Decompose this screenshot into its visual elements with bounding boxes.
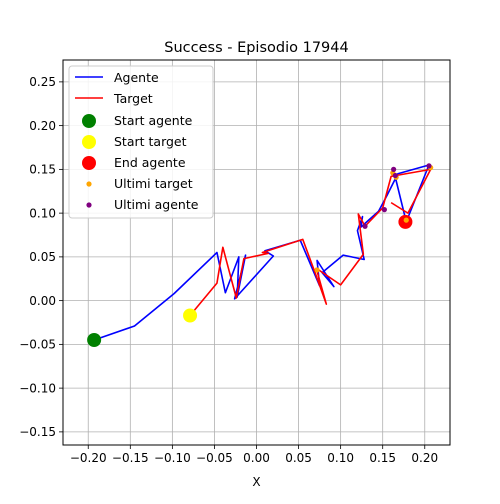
x-tick-label-5: 0.05 (285, 451, 312, 465)
legend-label-target: Target (113, 91, 153, 106)
y-tick-label-1: −0.10 (19, 381, 56, 395)
point-ultimi-agente-0 (392, 172, 398, 179)
point-ultimi-target-0 (403, 217, 409, 223)
x-tick-label-2: −0.10 (154, 451, 191, 465)
x-tick-label-4: 0.00 (243, 451, 270, 465)
point-ultimi-agente-1 (391, 166, 397, 172)
y-tick-label-3: 0.00 (29, 294, 56, 308)
y-tick-label-5: 0.10 (29, 206, 56, 220)
legend-swatch-end-agente (82, 156, 96, 170)
legend-label-agente: Agente (114, 70, 159, 85)
legend-label-start-target: Start target (114, 134, 187, 149)
legend-swatch-ultimi-target (86, 181, 92, 187)
y-tick-label-2: −0.05 (19, 338, 56, 352)
x-tick-label-1: −0.15 (112, 451, 149, 465)
legend: Agente Target Start agente Start target … (68, 65, 214, 219)
x-tick-label-6: 0.10 (327, 451, 354, 465)
legend-label-ultimi-target: Ultimi target (114, 176, 193, 191)
x-axis-label: X (252, 475, 260, 489)
point-ultimi-agente-2 (426, 163, 432, 169)
series-line-target (189, 168, 432, 317)
point-ultimi-agente-3 (381, 207, 387, 213)
marker-start-agente-0 (87, 333, 102, 347)
legend-swatch-ultimi-agente (86, 202, 92, 208)
legend-label-ultimi-agente: Ultimi agente (114, 197, 199, 212)
legend-swatch-start-agente (82, 114, 96, 128)
y-tick-label-4: 0.05 (29, 250, 56, 264)
y-tick-label-0: −0.15 (19, 425, 56, 439)
y-tick-label-7: 0.20 (29, 119, 56, 133)
legend-swatch-start-target (82, 135, 96, 149)
y-tick-label-8: 0.25 (29, 75, 56, 89)
legend-label-start-agente: Start agente (114, 113, 193, 128)
x-tick-label-8: 0.20 (411, 451, 438, 465)
x-axis-ticks: −0.20 −0.15 −0.10 −0.05 0.00 0.05 0.10 0.15 0.20 (70, 445, 438, 465)
y-axis-ticks: −0.15 −0.10 −0.05 0.00 0.05 0.10 0.15 0.20 0.25 (19, 75, 63, 439)
point-ultimi-target-4 (314, 267, 320, 273)
chart-title: Success - Episodio 17944 (164, 40, 348, 56)
legend-box (68, 65, 214, 219)
marker-start-target-0 (183, 308, 198, 323)
point-ultimi-agente-4 (362, 223, 368, 229)
x-tick-label-3: −0.05 (196, 451, 233, 465)
plot-area (87, 163, 434, 347)
x-tick-label-0: −0.20 (70, 451, 107, 465)
y-tick-label-6: 0.15 (29, 163, 56, 177)
x-tick-label-7: 0.15 (369, 451, 396, 465)
legend-label-end-agente: End agente (114, 155, 186, 170)
